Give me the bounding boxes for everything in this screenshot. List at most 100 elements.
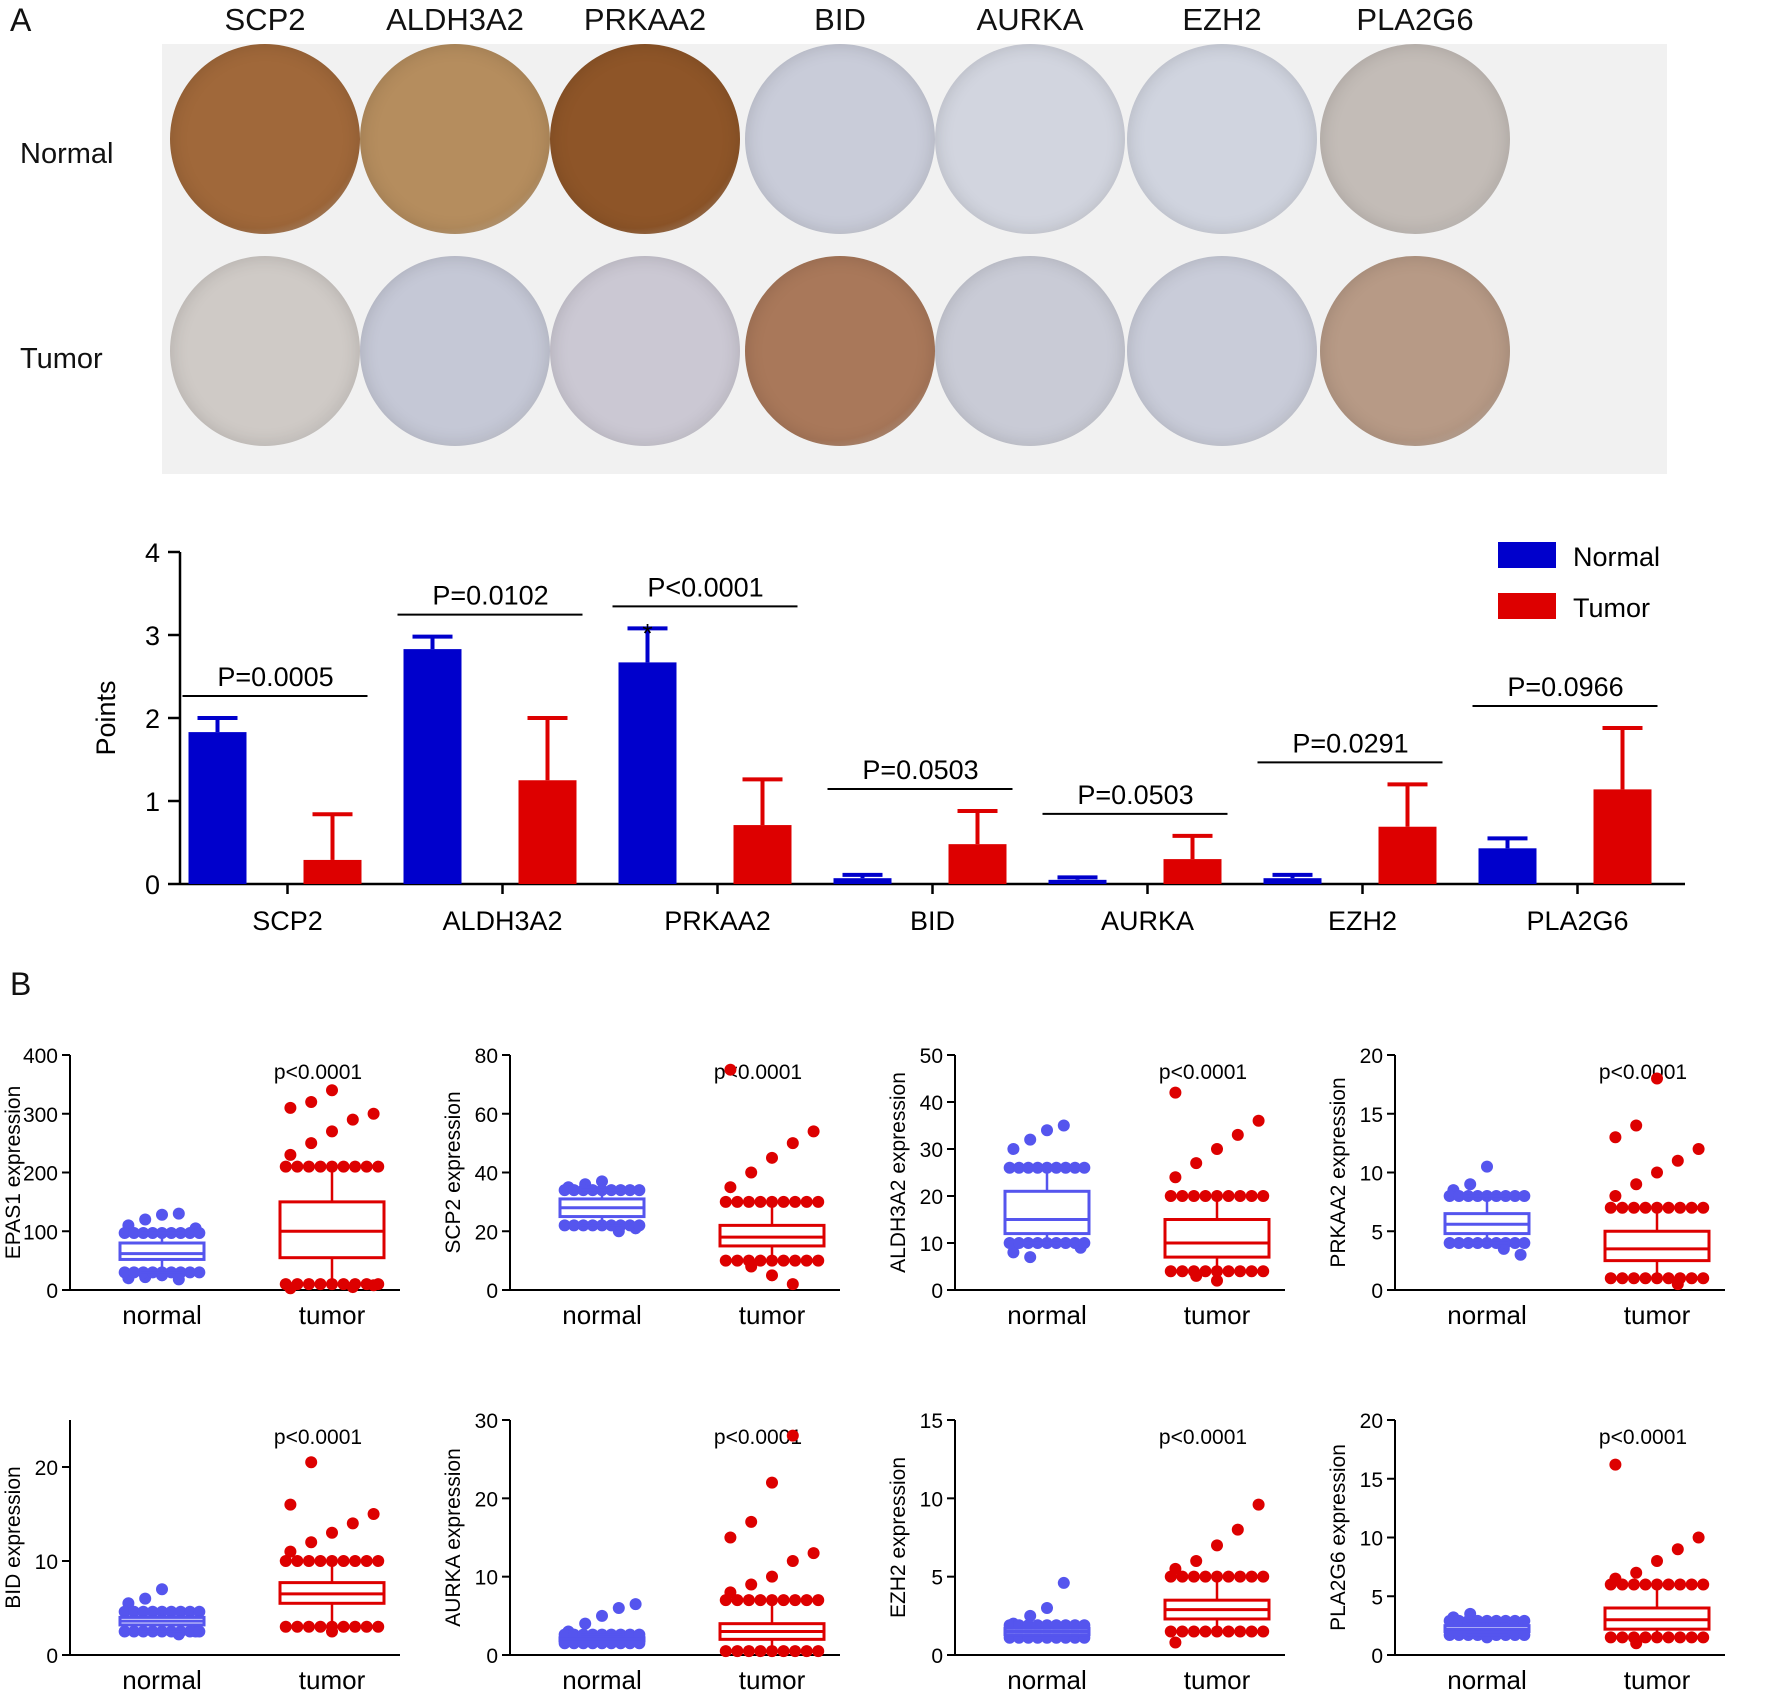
data-point [1453,1190,1465,1202]
data-point [633,1219,646,1232]
data-point [184,1227,196,1240]
ihc-core-tumor [170,256,360,446]
data-point [1003,1161,1016,1174]
data-point [1257,1190,1270,1202]
outlier-point [367,1508,380,1520]
box-plot: 0 20 40 60 80 SCP2 expression p<0.0001 normal tu… [442,1045,840,1330]
data-point [372,1278,385,1291]
outlier-point [326,1125,338,1138]
x-tick-label: normal [562,1300,641,1330]
data-point [372,1555,385,1567]
y-tick-label: 5 [1371,1586,1383,1609]
outlier-point [139,1592,152,1605]
data-point [568,1184,580,1197]
y-axis-label: AURKA expression [442,1448,465,1627]
data-point [1069,1237,1081,1249]
legend-label-normal: Normal [1573,542,1660,572]
data-point [184,1605,196,1618]
y-axis-label: SCP2 expression [442,1091,465,1253]
outlier-point [745,1515,758,1528]
y-axis-label: EZH2 expression [887,1457,910,1618]
outlier-point [1007,1143,1020,1155]
ihc-gene-header: BID [814,2,866,37]
p-value-label: P=0.0291 [1292,728,1408,758]
data-point [1013,1237,1025,1249]
outlier-point [766,1151,778,1164]
data-point [193,1227,206,1240]
outlier-point [1692,1143,1705,1155]
data-point [1176,1190,1189,1202]
p-value-label: P=0.0966 [1507,672,1623,702]
y-tick-label: 0 [1371,1280,1383,1303]
data-point [1176,1265,1189,1278]
bar-tumor [1163,859,1222,884]
data-point [719,1254,732,1267]
ihc-core-normal [1127,44,1317,234]
x-tick-label: BID [910,906,955,936]
data-point [812,1645,825,1658]
data-point [1176,1570,1189,1583]
data-point [1245,1190,1258,1202]
data-point [279,1555,292,1567]
outlier-point [724,1181,737,1194]
data-point [1257,1570,1270,1583]
data-point [1245,1265,1258,1278]
x-tick-label: tumor [299,1665,366,1695]
data-point [118,1227,131,1240]
data-point [1518,1614,1531,1627]
legend-swatch-normal [1498,542,1556,568]
bar-tumor [948,844,1007,884]
data-point [1616,1578,1629,1591]
ihc-core-tumor [1320,256,1510,446]
data-point [1604,1578,1617,1591]
data-point [800,1594,813,1607]
p-value-label: p<0.0001 [714,1061,802,1084]
data-point [1164,1190,1177,1202]
data-point [800,1254,813,1267]
outlier-point [156,1208,168,1221]
x-tick-label: normal [1007,1300,1086,1330]
bar-normal [1048,879,1107,884]
x-tick-label: tumor [1184,1300,1251,1330]
data-point [1685,1272,1698,1285]
outlier-point [367,1107,380,1120]
y-tick-label: 4 [145,538,160,568]
outlier-point [1024,1609,1037,1622]
p-value-label: p<0.0001 [1159,1061,1247,1084]
outlier-point [1211,1274,1223,1287]
data-point [558,1184,571,1197]
data-point [558,1219,571,1232]
data-point [1685,1631,1698,1644]
data-point [1509,1614,1521,1627]
bar-tumor [1593,789,1652,884]
outlier-point [346,1113,359,1126]
y-tick-label: 30 [475,1410,498,1433]
outlier-point [1692,1531,1705,1544]
data-point [1003,1237,1016,1249]
y-axis-label: PRKAA2 expression [1327,1077,1350,1267]
outlier-point [1190,1157,1203,1170]
significance-asterisk: * [642,618,653,648]
data-point [1245,1570,1258,1583]
box-normal [1003,1189,1091,1236]
ihc-gene-header: PLA2G6 [1356,2,1474,37]
outlier-point [579,1617,592,1630]
data-point [1164,1625,1177,1638]
data-point [812,1254,825,1267]
y-tick-label: 300 [23,1104,58,1127]
data-point [360,1278,373,1291]
y-tick-label: 0 [1371,1645,1383,1668]
bar-tumor [733,825,792,884]
outlier-point [305,1536,318,1549]
data-point [184,1266,196,1279]
y-tick-label: 0 [486,1280,498,1303]
outlier-point [284,1101,297,1114]
outlier-point [156,1583,168,1596]
y-tick-label: 10 [35,1551,58,1574]
ihc-gene-header: AURKA [976,2,1084,37]
y-tick-label: 400 [23,1045,58,1068]
data-point [279,1620,292,1633]
outlier-point [284,1498,297,1511]
y-tick-label: 100 [23,1221,58,1244]
y-tick-label: 15 [1360,1104,1383,1127]
